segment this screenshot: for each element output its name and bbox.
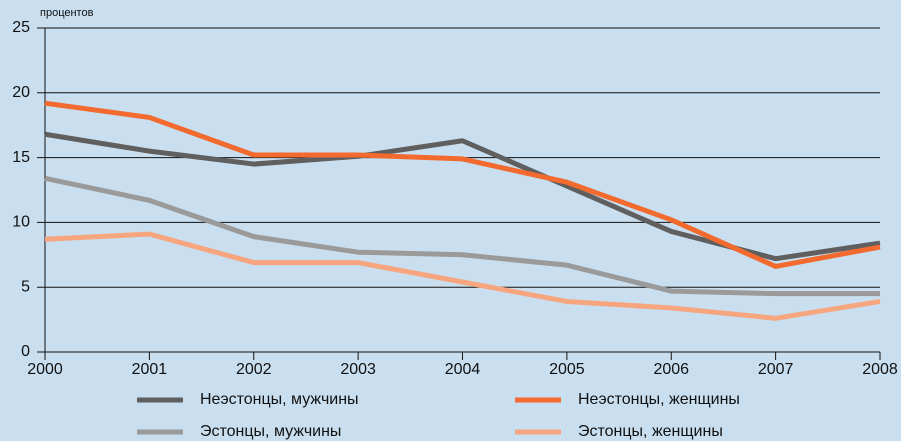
x-tick-label: 2003	[340, 361, 376, 378]
x-tick-label: 2007	[758, 361, 794, 378]
legend-label: Неэстонцы, женщины	[578, 391, 740, 408]
series-line	[44, 175, 880, 297]
x-tick-label: 2001	[132, 361, 168, 378]
x-tick-label: 2000	[27, 361, 63, 378]
series-line	[44, 231, 881, 321]
x-tick-label: 2002	[236, 361, 272, 378]
y-tick-label: 20	[12, 84, 30, 101]
legend-label: Эстонцы, женщины	[578, 423, 723, 440]
y-tick-label: 5	[21, 278, 30, 295]
legend-label: Эстонцы, мужчины	[200, 423, 341, 440]
y-tick-label: 15	[12, 149, 30, 166]
x-tick-label: 2008	[862, 361, 898, 378]
x-tick-label: 2006	[653, 361, 689, 378]
y-tick-label: 0	[21, 343, 30, 360]
legend-label: Неэстонцы, мужчины	[200, 391, 359, 408]
x-tick-label: 2004	[445, 361, 481, 378]
series-line	[44, 100, 881, 269]
y-tick-label: 25	[12, 19, 30, 36]
x-tick-label: 2005	[549, 361, 585, 378]
y-axis-label: процентов	[40, 7, 94, 19]
y-tick-label: 10	[12, 214, 30, 231]
